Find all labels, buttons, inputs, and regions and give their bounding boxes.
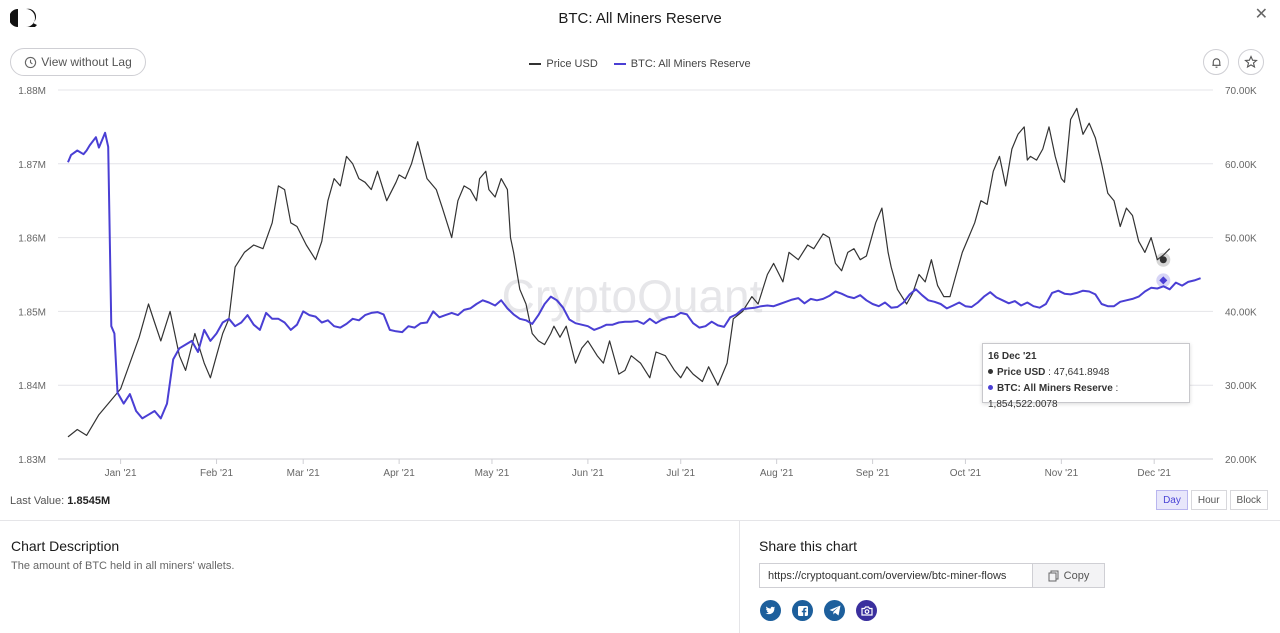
price-hover-marker xyxy=(1159,256,1167,264)
screenshot-share-button[interactable] xyxy=(856,600,877,621)
y-right-tick-label: 50.00K xyxy=(1225,234,1257,245)
tooltip-date: 16 Dec '21 xyxy=(988,351,1037,362)
y-right-tick-label: 20.00K xyxy=(1225,455,1257,466)
y-right-tick-label: 40.00K xyxy=(1225,307,1257,318)
legend-label-reserve: BTC: All Miners Reserve xyxy=(630,58,751,70)
series-line-miners-reserve[interactable] xyxy=(67,131,1201,420)
interval-day-button[interactable]: Day xyxy=(1156,490,1188,510)
interval-block-button[interactable]: Block xyxy=(1229,490,1268,510)
y-left-tick-label: 1.88M xyxy=(18,86,46,97)
y-left-tick-label: 1.85M xyxy=(18,307,46,318)
legend-item-price[interactable]: Price USD xyxy=(529,58,598,70)
legend-item-reserve[interactable]: BTC: All Miners Reserve xyxy=(613,58,751,70)
share-title: Share this chart xyxy=(759,538,858,554)
tooltip-price-label: Price USD xyxy=(997,367,1046,378)
copy-label: Copy xyxy=(1063,569,1090,582)
facebook-icon xyxy=(797,605,808,616)
copy-button[interactable]: Copy xyxy=(1032,564,1104,587)
camera-icon xyxy=(860,605,873,616)
x-tick-label: Mar '21 xyxy=(287,468,320,479)
x-tick-label: Jun '21 xyxy=(572,468,604,479)
alert-button[interactable] xyxy=(1203,49,1229,75)
series-line-price-usd[interactable] xyxy=(67,107,1171,438)
x-tick-label: Aug '21 xyxy=(760,468,794,479)
watermark: CryptoQuant xyxy=(502,270,763,322)
panel-divider xyxy=(739,521,740,633)
social-share-row xyxy=(760,600,877,621)
favorite-button[interactable] xyxy=(1238,49,1264,75)
x-tick-label: Sep '21 xyxy=(856,468,890,479)
x-tick-label: Apr '21 xyxy=(383,468,415,479)
view-without-lag-label: View without Lag xyxy=(41,55,132,69)
y-right-tick-label: 70.00K xyxy=(1225,86,1257,97)
last-value-number: 1.8545M xyxy=(67,495,111,507)
chart-description-title: Chart Description xyxy=(11,538,120,554)
chart-tooltip: 16 Dec '21 Price USD : 47,641.8948 BTC: … xyxy=(982,343,1190,410)
share-url-field[interactable]: https://cryptoquant.com/overview/btc-min… xyxy=(768,570,1007,582)
legend-swatch-reserve xyxy=(613,63,626,65)
x-tick-label: Jul '21 xyxy=(666,468,695,479)
cryptoquant-logo-icon[interactable] xyxy=(10,8,38,28)
chart-legend: Price USD BTC: All Miners Reserve xyxy=(0,58,1280,70)
tooltip-price-value: 47,641.8948 xyxy=(1053,367,1110,378)
tooltip-reserve-row: BTC: All Miners Reserve : 1,854,522.0078 xyxy=(988,383,1119,410)
legend-label-price: Price USD xyxy=(546,58,598,70)
last-value: Last Value: 1.8545M xyxy=(10,495,110,507)
reserve-hover-marker xyxy=(1159,276,1168,285)
twitter-share-button[interactable] xyxy=(760,600,781,621)
y-right-tick-label: 30.00K xyxy=(1225,381,1257,392)
last-value-label: Last Value: xyxy=(10,495,65,507)
x-tick-label: Nov '21 xyxy=(1045,468,1079,479)
line-chart[interactable]: CryptoQuant 1.83M 1.84M 1.85M 1.86M 1.87M 1.8… xyxy=(0,82,1280,482)
clock-icon xyxy=(25,56,37,68)
y-left-tick-label: 1.83M xyxy=(18,455,46,466)
tooltip-reserve-value: 1,854,522.0078 xyxy=(988,399,1058,410)
y-left-tick-label: 1.84M xyxy=(18,381,46,392)
tooltip-reserve-dot xyxy=(988,385,993,391)
interval-hour-button[interactable]: Hour xyxy=(1190,490,1227,510)
facebook-share-button[interactable] xyxy=(792,600,813,621)
interval-selector: Day Hour Block xyxy=(1156,490,1268,510)
legend-swatch-price xyxy=(529,63,542,65)
page-title: BTC: All Miners Reserve xyxy=(558,10,722,27)
y-left-tick-label: 1.86M xyxy=(18,234,46,245)
view-without-lag-button[interactable]: View without Lag xyxy=(10,48,146,76)
x-tick-label: May '21 xyxy=(475,468,510,479)
x-tick-label: Jan '21 xyxy=(105,468,137,479)
section-divider xyxy=(0,520,1280,521)
x-tick-label: Feb '21 xyxy=(200,468,233,479)
bell-icon xyxy=(1211,57,1221,68)
x-tick-label: Oct '21 xyxy=(950,468,982,479)
chart-description-text: The amount of BTC held in all miners' wa… xyxy=(11,560,235,572)
tooltip-price-row: Price USD : 47,641.8948 xyxy=(988,365,1184,381)
y-left-tick-label: 1.87M xyxy=(18,160,46,171)
twitter-icon xyxy=(765,606,776,615)
y-right-tick-label: 60.00K xyxy=(1225,160,1257,171)
x-tick-label: Dec '21 xyxy=(1137,468,1171,479)
tooltip-reserve-label: BTC: All Miners Reserve xyxy=(997,383,1113,394)
tooltip-price-dot xyxy=(988,369,993,375)
copy-icon xyxy=(1048,570,1059,581)
close-icon[interactable]: ✕ xyxy=(1254,6,1268,23)
telegram-share-button[interactable] xyxy=(824,600,845,621)
star-icon xyxy=(1244,55,1258,69)
telegram-icon xyxy=(829,605,840,616)
share-link-box: https://cryptoquant.com/overview/btc-min… xyxy=(759,563,1105,588)
